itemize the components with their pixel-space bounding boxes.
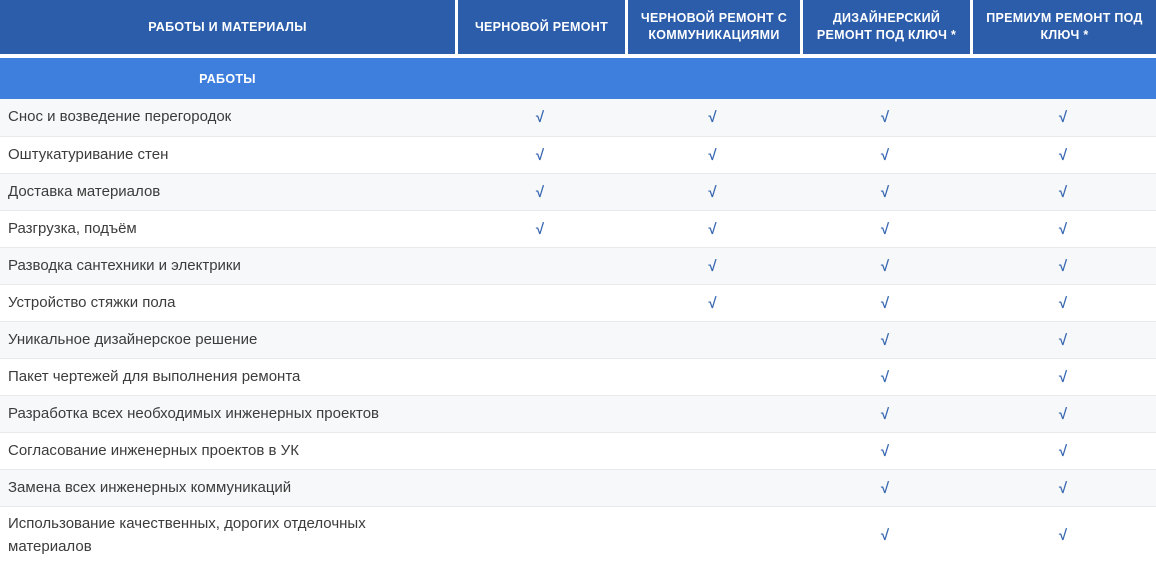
check-mark: √ <box>708 220 717 238</box>
table-row: Уникальное дизайнерское решение √ √ <box>0 321 1156 358</box>
row-label: Уникальное дизайнерское решение <box>8 330 258 348</box>
check-mark: √ <box>1058 146 1068 164</box>
check-mark: √ <box>708 183 717 201</box>
check-mark: √ <box>1058 220 1068 238</box>
check-mark: √ <box>535 109 545 126</box>
check-mark: √ <box>708 109 717 126</box>
check-mark: √ <box>1058 183 1068 201</box>
check-mark: √ <box>1058 442 1068 460</box>
check-mark: √ <box>880 331 890 349</box>
check-mark: √ <box>880 183 890 201</box>
check-mark: √ <box>535 220 545 238</box>
check-mark: √ <box>1058 368 1068 386</box>
header-plan-rough: ЧЕРНОВОЙ РЕМОНТ <box>455 0 625 54</box>
header-plan-designer-turnkey: ДИЗАЙНЕРСКИЙ РЕМОНТ ПОД КЛЮЧ * <box>800 0 970 54</box>
check-mark: √ <box>708 146 717 164</box>
row-label: Использование качественных, дорогих отде… <box>8 515 366 555</box>
row-label: Согласование инженерных проектов в УК <box>8 441 299 459</box>
row-label: Доставка материалов <box>8 182 161 200</box>
check-mark: √ <box>1058 294 1068 312</box>
row-label: Пакет чертежей для выполнения ремонта <box>8 367 301 385</box>
check-mark: √ <box>708 294 717 312</box>
check-mark: √ <box>1058 405 1068 423</box>
check-mark: √ <box>535 146 545 164</box>
row-label: Устройство стяжки пола <box>8 293 176 311</box>
table-header: РАБОТЫ И МАТЕРИАЛЫ ЧЕРНОВОЙ РЕМОНТ ЧЕРНО… <box>0 0 1156 58</box>
table-row: Снос и возведение перегородок √ √ √ √ <box>0 99 1156 136</box>
check-mark: √ <box>880 442 890 460</box>
check-mark: √ <box>880 479 890 497</box>
row-label: Разработка всех необходимых инженерных п… <box>8 404 380 422</box>
header-works-and-materials: РАБОТЫ И МАТЕРИАЛЫ <box>0 0 455 54</box>
table-row: Замена всех инженерных коммуникаций √ √ <box>0 469 1156 506</box>
check-mark: √ <box>1058 479 1068 497</box>
check-mark: √ <box>880 405 890 423</box>
check-mark: √ <box>880 294 890 312</box>
header-plan-premium-turnkey: ПРЕМИУМ РЕМОНТ ПОД КЛЮЧ * <box>970 0 1156 54</box>
table-row: Разработка всех необходимых инженерных п… <box>0 395 1156 432</box>
table-row: Согласование инженерных проектов в УК √ … <box>0 432 1156 469</box>
table-row: Разгрузка, подъём √ √ √ √ <box>0 210 1156 247</box>
section-band-works: РАБОТЫ <box>0 58 1156 99</box>
table-row: Разводка сантехники и электрики √ √ √ <box>0 247 1156 284</box>
table-row: Устройство стяжки пола √ √ √ <box>0 284 1156 321</box>
row-label: Разводка сантехники и электрики <box>8 256 241 274</box>
row-label: Разгрузка, подъём <box>8 219 137 237</box>
check-mark: √ <box>880 146 890 164</box>
table-row: Доставка материалов √ √ √ √ <box>0 173 1156 210</box>
check-mark: √ <box>1058 527 1068 544</box>
check-mark: √ <box>708 257 717 275</box>
table-row: Использование качественных, дорогих отде… <box>0 506 1156 570</box>
check-mark: √ <box>880 368 890 386</box>
table-row: Оштукатуривание стен √ √ √ √ <box>0 136 1156 173</box>
check-mark: √ <box>880 257 890 275</box>
check-mark: √ <box>880 220 890 238</box>
check-mark: √ <box>535 183 545 201</box>
check-mark: √ <box>880 527 890 544</box>
section-label: РАБОТЫ <box>199 71 256 86</box>
check-mark: √ <box>1058 257 1068 275</box>
check-mark: √ <box>1058 109 1068 126</box>
check-mark: √ <box>1058 331 1068 349</box>
row-label: Оштукатуривание стен <box>8 145 169 163</box>
row-label: Замена всех инженерных коммуникаций <box>8 478 292 496</box>
row-label: Снос и возведение перегородок <box>8 108 232 126</box>
check-mark: √ <box>880 109 890 126</box>
header-plan-rough-communications: ЧЕРНОВОЙ РЕМОНТ С КОММУНИКАЦИЯМИ <box>625 0 800 54</box>
table-row: Пакет чертежей для выполнения ремонта √ … <box>0 358 1156 395</box>
